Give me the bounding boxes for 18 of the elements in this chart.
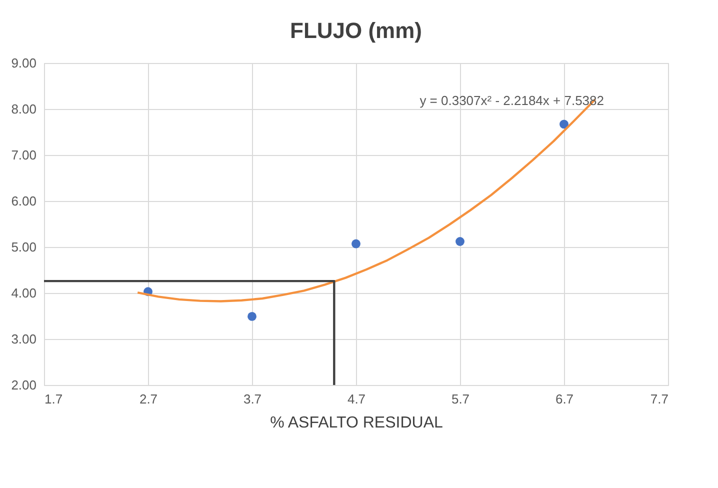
y-tick-label: 4.00 — [11, 286, 36, 300]
x-tick-label: 6.7 — [555, 392, 574, 406]
x-tick-label: 7.7 — [650, 392, 668, 406]
chart-title: FLUJO (mm) — [290, 18, 422, 43]
annotation: y = 0.3307x² - 2.2184x + 7.5382 — [420, 93, 604, 108]
y-tick-label: 7.00 — [11, 148, 36, 162]
x-tick-label: 5.7 — [451, 392, 470, 406]
x-tick-label: 3.7 — [243, 392, 262, 406]
y-tick-label: 3.00 — [11, 332, 36, 346]
y-tick-label: 9.00 — [11, 56, 36, 70]
y-tick-label: 2.00 — [11, 378, 36, 392]
y-tick-label: 5.00 — [11, 240, 36, 254]
y-tick-label: 6.00 — [11, 194, 36, 208]
x-tick-label: 2.7 — [139, 392, 158, 406]
y-tick-label: 8.00 — [11, 102, 36, 116]
x-tick-label: 1.7 — [44, 392, 63, 406]
x-axis-title: % ASFALTO RESIDUAL — [270, 414, 443, 432]
x-tick-label: 4.7 — [347, 392, 366, 406]
